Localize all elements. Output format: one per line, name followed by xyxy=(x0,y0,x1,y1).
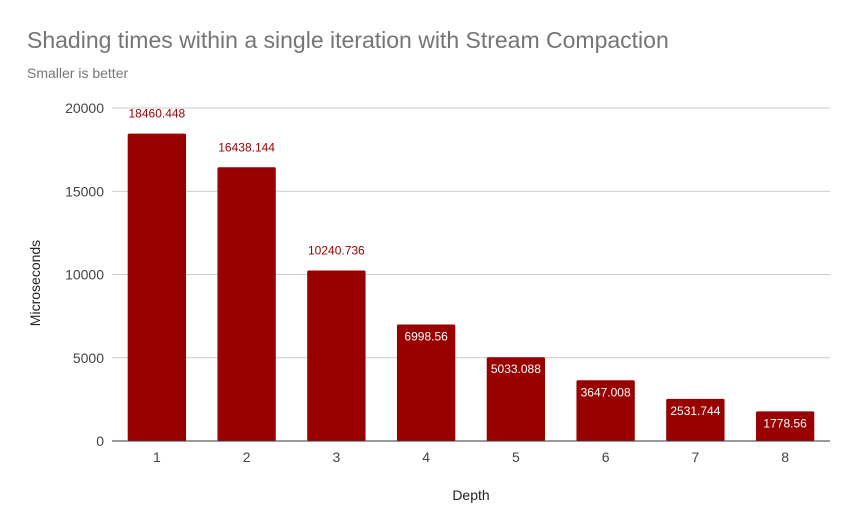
y-tick-label: 5000 xyxy=(73,350,104,366)
chart-subtitle: Smaller is better xyxy=(27,65,129,81)
x-axis-title: Depth xyxy=(452,487,489,503)
bar xyxy=(307,270,366,441)
data-label: 18460.448 xyxy=(129,107,186,121)
x-tick-label: 2 xyxy=(243,449,251,465)
x-tick-label: 1 xyxy=(153,449,161,465)
x-tick-label: 3 xyxy=(332,449,340,465)
data-label: 1778.56 xyxy=(763,416,807,430)
chart-title: Shading times within a single iteration … xyxy=(27,27,669,53)
bar xyxy=(217,167,276,441)
bar xyxy=(127,133,187,441)
data-label: 5033.088 xyxy=(491,362,541,376)
bar xyxy=(666,398,725,441)
bar xyxy=(576,380,635,441)
bar xyxy=(486,357,546,441)
x-tick-label: 8 xyxy=(781,449,789,465)
x-axis-ticks: 1 2 3 4 5 6 7 8 xyxy=(153,449,789,465)
data-label: 6998.56 xyxy=(404,329,448,343)
bar xyxy=(396,324,456,441)
y-axis-ticks: 0 5000 10000 15000 20000 xyxy=(65,100,104,449)
data-label: 2531.744 xyxy=(670,404,720,418)
x-tick-label: 7 xyxy=(691,449,699,465)
bars xyxy=(127,133,815,441)
data-label: 10240.736 xyxy=(308,243,365,257)
y-tick-label: 15000 xyxy=(65,183,104,199)
x-tick-label: 4 xyxy=(422,449,430,465)
y-axis-title: Microseconds xyxy=(27,240,43,326)
y-tick-label: 10000 xyxy=(65,267,104,283)
y-tick-label: 0 xyxy=(96,433,104,449)
data-label: 16438.144 xyxy=(218,140,275,154)
x-tick-label: 6 xyxy=(602,449,610,465)
y-tick-label: 20000 xyxy=(65,100,104,116)
data-labels: 18460.448 16438.144 10240.736 6998.56 5033.0… xyxy=(129,107,808,431)
data-label: 3647.008 xyxy=(581,385,631,399)
bar xyxy=(755,411,815,441)
x-tick-label: 5 xyxy=(512,449,520,465)
